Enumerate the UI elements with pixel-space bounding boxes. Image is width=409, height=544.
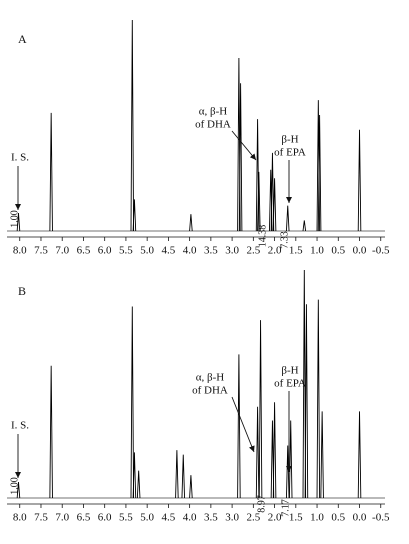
annotation: β-H xyxy=(281,134,298,146)
peak xyxy=(316,299,321,499)
x-tick-label: 6.0 xyxy=(98,245,112,257)
x-tick-label: 6.5 xyxy=(77,512,91,524)
annotation: of DHA xyxy=(192,385,228,397)
peak xyxy=(317,114,322,232)
x-tick-label: 3.0 xyxy=(225,512,239,524)
peak xyxy=(320,411,324,499)
x-tick-label: 7.5 xyxy=(34,512,48,524)
x-tick-label: 0.5 xyxy=(331,245,345,257)
x-tick-label: 7.0 xyxy=(55,512,69,524)
peak xyxy=(257,171,261,232)
peak xyxy=(130,306,135,499)
x-tick-label: 6.0 xyxy=(98,512,112,524)
peak xyxy=(136,470,141,499)
x-tick-label: 1.0 xyxy=(310,512,324,524)
x-tick-label: 2.5 xyxy=(246,512,260,524)
peak xyxy=(288,420,293,499)
x-tick-label: 3.0 xyxy=(225,245,239,257)
peak xyxy=(175,450,179,499)
peak xyxy=(285,445,290,499)
peak xyxy=(302,269,307,499)
x-tick-label: 7.5 xyxy=(34,245,48,257)
arrow xyxy=(231,396,255,453)
panel-label: B xyxy=(18,284,26,298)
x-tick-label: -0.5 xyxy=(372,245,390,257)
integral-label: 7.17 xyxy=(280,499,291,517)
x-tick-label: 4.0 xyxy=(183,245,197,257)
annotation: I. S. xyxy=(11,152,29,164)
peak xyxy=(357,411,362,499)
x-tick-label: 5.5 xyxy=(119,512,133,524)
integral-label: 1.00 xyxy=(9,210,20,228)
x-tick-label: 4.5 xyxy=(162,512,176,524)
peak xyxy=(181,454,186,499)
peak xyxy=(270,152,275,232)
peak xyxy=(285,205,290,232)
peak xyxy=(189,214,193,232)
peak xyxy=(49,365,53,499)
integral-label: 14.38 xyxy=(257,225,268,248)
integral-label: 1.00 xyxy=(9,477,20,495)
peak xyxy=(238,83,243,232)
peak xyxy=(272,178,277,232)
x-tick-label: 2.0 xyxy=(268,512,282,524)
peak xyxy=(302,220,307,232)
annotation: α, β-H xyxy=(196,372,225,384)
peak xyxy=(16,482,21,499)
x-tick-label: 8.0 xyxy=(13,512,27,524)
x-tick-label: 1.0 xyxy=(310,245,324,257)
x-tick-label: 5.0 xyxy=(140,512,154,524)
x-tick-label: 0.0 xyxy=(353,512,367,524)
peak xyxy=(272,402,277,499)
x-tick-label: 4.0 xyxy=(183,512,197,524)
x-tick-label: 8.0 xyxy=(13,245,27,257)
peak xyxy=(16,213,21,232)
peak xyxy=(258,320,263,499)
x-tick-label: 3.5 xyxy=(204,245,218,257)
annotation: α, β-H xyxy=(199,106,228,118)
annotation: β-H xyxy=(281,365,298,377)
annotation: of EPA xyxy=(274,147,306,159)
x-tick-label: 6.5 xyxy=(77,245,91,257)
peak xyxy=(130,19,135,232)
integral-label: 7.33 xyxy=(279,231,290,249)
peak xyxy=(132,199,137,232)
peak xyxy=(237,354,241,499)
x-tick-label: 2.0 xyxy=(268,245,282,257)
panel-label: A xyxy=(18,32,27,46)
integral-label: 8.97 xyxy=(256,495,267,513)
peak xyxy=(304,304,309,499)
x-tick-label: 5.5 xyxy=(119,245,133,257)
x-tick-label: 0.5 xyxy=(331,512,345,524)
peak xyxy=(49,112,53,232)
x-tick-label: 3.5 xyxy=(204,512,218,524)
x-tick-label: 2.5 xyxy=(246,245,260,257)
x-tick-label: -0.5 xyxy=(372,512,390,524)
annotation: I. S. xyxy=(11,420,29,432)
peak xyxy=(189,475,193,499)
peak xyxy=(132,452,137,499)
x-tick-label: 0.0 xyxy=(353,245,367,257)
arrow xyxy=(231,130,257,161)
annotation: of EPA xyxy=(274,378,306,390)
peak xyxy=(357,129,362,232)
x-tick-label: 5.0 xyxy=(140,245,154,257)
x-tick-label: 1.5 xyxy=(289,245,303,257)
x-tick-label: 7.0 xyxy=(55,245,69,257)
annotation: of DHA xyxy=(195,119,231,131)
x-tick-label: 4.5 xyxy=(162,245,176,257)
x-tick-label: 1.5 xyxy=(289,512,303,524)
peak xyxy=(255,406,260,499)
